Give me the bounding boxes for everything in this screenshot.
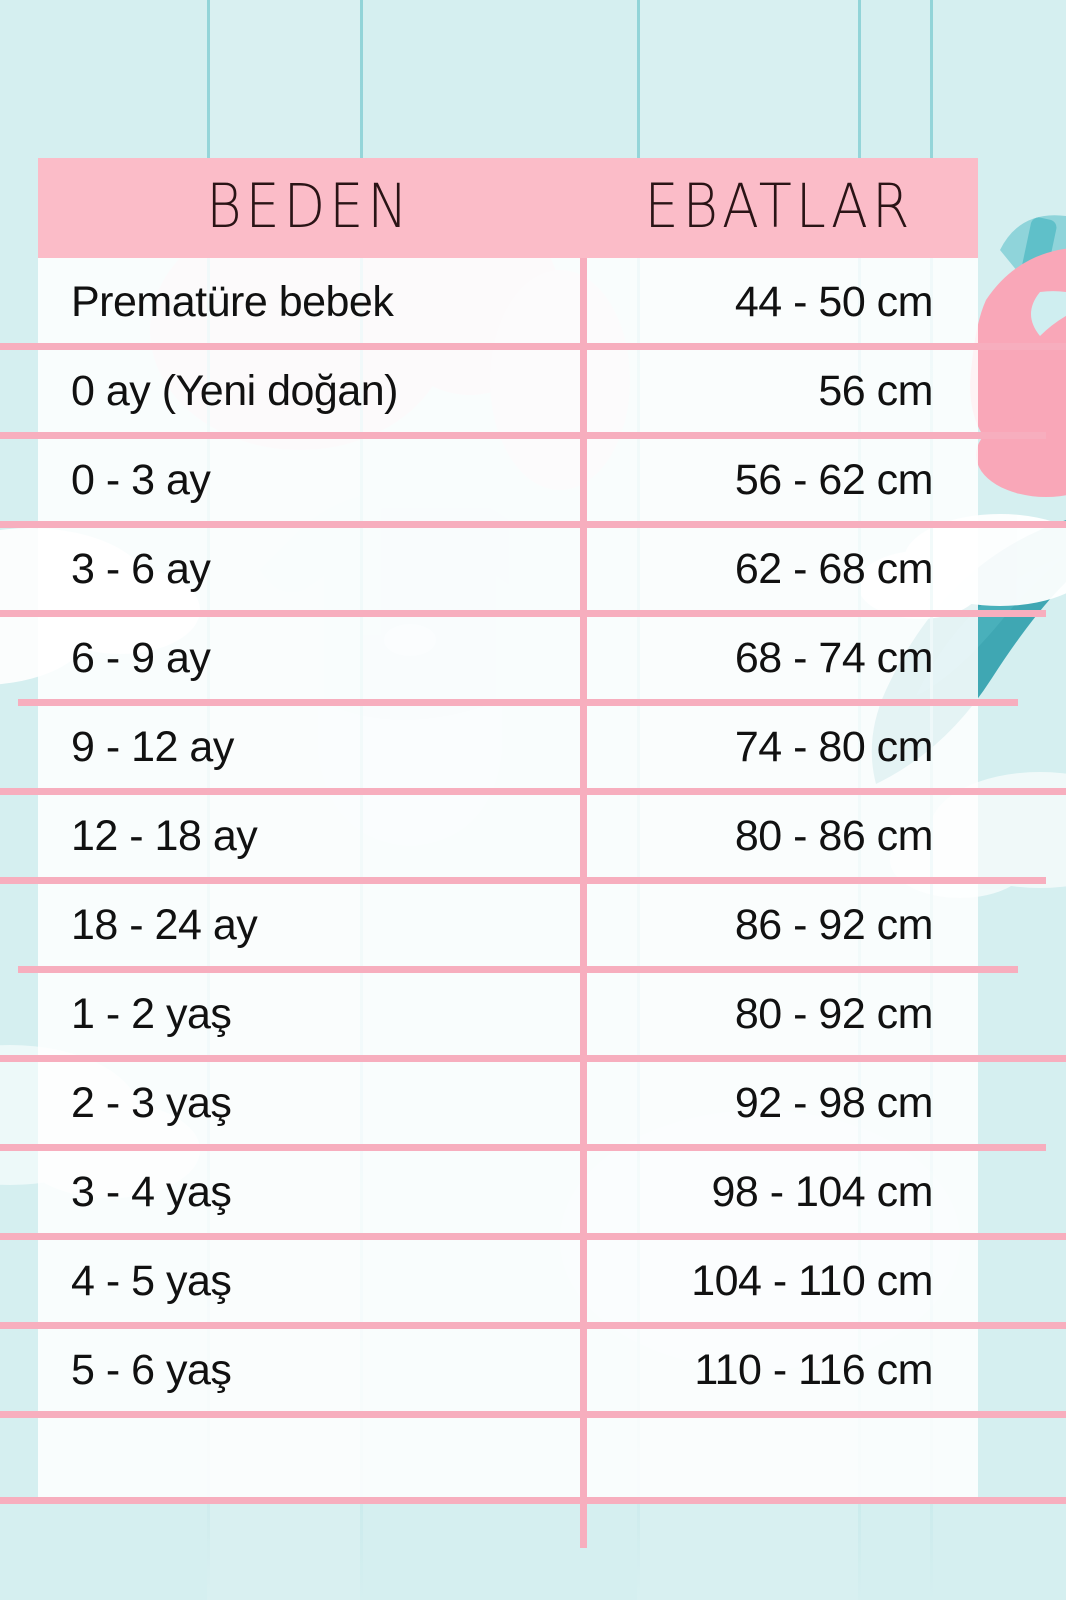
- table-row: Prematüre bebek 44 - 50 cm: [38, 258, 978, 347]
- table-row: 9 - 12 ay 74 - 80 cm: [18, 699, 1018, 792]
- cell-dimension: 56 cm: [818, 367, 933, 415]
- header-cell-ebatlar: EBATLAR: [644, 171, 914, 242]
- cell-dimension: 62 - 68 cm: [734, 545, 934, 593]
- size-chart-table: BEDEN EBATLAR Prematüre bebek 44 - 50 cm 0…: [0, 158, 1066, 1504]
- cell-dimension: 104 - 110 cm: [691, 1257, 933, 1305]
- cell-dimension: 86 - 92 cm: [734, 901, 934, 949]
- table-row: 3 - 4 yaş 98 - 104 cm: [0, 1144, 1046, 1237]
- cell-dimension: 44 - 50 cm: [734, 278, 934, 326]
- baby-bib-pink-right: [970, 215, 1066, 497]
- table-row: 3 - 6 ay 62 - 68 cm: [0, 521, 1066, 614]
- cell-dimension: 98 - 104 cm: [711, 1168, 933, 1216]
- cell-size: 5 - 6 yaş: [71, 1346, 232, 1394]
- cell-size: 9 - 12 ay: [71, 723, 234, 771]
- cell-dimension: 80 - 92 cm: [734, 990, 934, 1038]
- cell-dimension: 56 - 62 cm: [734, 456, 934, 504]
- table-row: [0, 1411, 1066, 1501]
- column-divider: [580, 258, 587, 1548]
- cell-size: 18 - 24 ay: [71, 901, 258, 949]
- table-header-row: BEDEN EBATLAR: [38, 158, 978, 258]
- table-row: 6 - 9 ay 68 - 74 cm: [0, 610, 1046, 703]
- cell-size: 1 - 2 yaş: [71, 990, 232, 1038]
- table-row: 4 - 5 yaş 104 - 110 cm: [0, 1233, 1066, 1326]
- cell-size: 0 ay (Yeni doğan): [71, 367, 399, 415]
- cell-size: Prematüre bebek: [71, 278, 394, 326]
- cell-size: 6 - 9 ay: [71, 634, 211, 682]
- table-row: 0 ay (Yeni doğan) 56 cm: [0, 343, 1066, 436]
- table-row: 0 - 3 ay 56 - 62 cm: [0, 432, 1046, 525]
- cell-dimension: 92 - 98 cm: [734, 1079, 934, 1127]
- cell-size: 3 - 4 yaş: [71, 1168, 232, 1216]
- cell-dimension: 74 - 80 cm: [734, 723, 934, 771]
- header-cell-beden: BEDEN: [206, 171, 412, 242]
- cell-size: 3 - 6 ay: [71, 545, 211, 593]
- table-row: 18 - 24 ay 86 - 92 cm: [0, 877, 1046, 970]
- table-row: 1 - 2 yaş 80 - 92 cm: [18, 966, 1018, 1059]
- table-body: Prematüre bebek 44 - 50 cm 0 ay (Yeni doğa…: [0, 258, 1066, 1504]
- cell-dimension: 80 - 86 cm: [734, 812, 934, 860]
- table-row: 12 - 18 ay 80 - 86 cm: [0, 788, 1066, 881]
- table-row: 2 - 3 yaş 92 - 98 cm: [0, 1055, 1066, 1148]
- cell-size: 4 - 5 yaş: [71, 1257, 232, 1305]
- cell-dimension: 110 - 116 cm: [694, 1346, 933, 1394]
- cell-size: 2 - 3 yaş: [71, 1079, 232, 1127]
- table-row: 5 - 6 yaş 110 - 116 cm: [0, 1322, 1066, 1415]
- column-divider-tail: [580, 1505, 585, 1547]
- cell-size: 0 - 3 ay: [71, 456, 211, 504]
- cell-dimension: 68 - 74 cm: [734, 634, 934, 682]
- cell-size: 12 - 18 ay: [71, 812, 258, 860]
